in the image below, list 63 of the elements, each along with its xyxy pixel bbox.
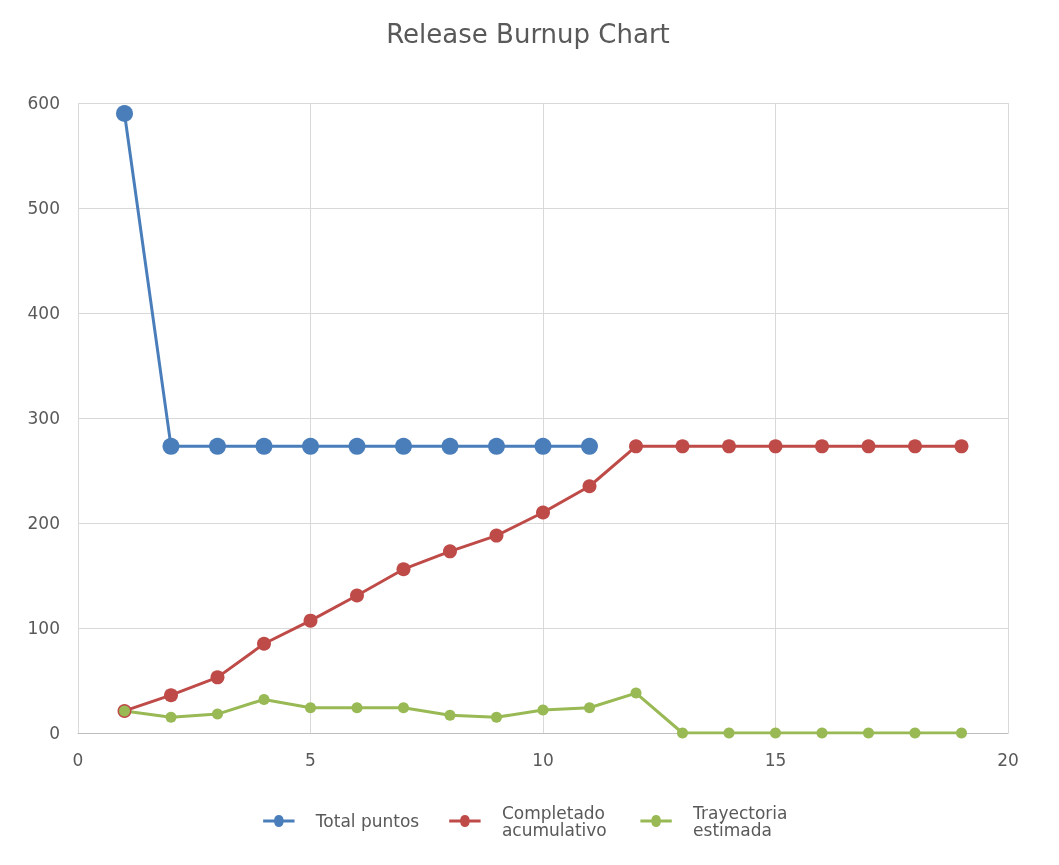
point bbox=[164, 688, 178, 703]
point bbox=[444, 709, 456, 721]
point bbox=[210, 670, 225, 685]
point bbox=[677, 727, 688, 739]
legend-label: Completado acumulativo bbox=[501, 802, 611, 840]
point bbox=[209, 437, 226, 455]
point bbox=[770, 727, 781, 739]
y-tick-label: 100 bbox=[27, 618, 60, 638]
point bbox=[816, 727, 828, 739]
y-tick-label: 600 bbox=[27, 93, 60, 113]
point bbox=[956, 727, 967, 739]
point bbox=[863, 727, 874, 739]
point bbox=[348, 437, 366, 455]
point bbox=[537, 704, 549, 716]
point bbox=[582, 479, 597, 494]
point bbox=[303, 613, 318, 628]
x-tick-label: 0 bbox=[72, 749, 84, 770]
point bbox=[581, 437, 598, 455]
point bbox=[861, 439, 876, 454]
point bbox=[116, 105, 133, 122]
x-tick-label: 15 bbox=[764, 749, 787, 770]
point bbox=[305, 702, 316, 714]
x-tick-label: 5 bbox=[305, 749, 316, 770]
point bbox=[395, 437, 412, 455]
point bbox=[443, 544, 457, 559]
point bbox=[908, 439, 922, 454]
y-tick-label: 200 bbox=[27, 513, 60, 533]
point bbox=[675, 439, 690, 454]
point bbox=[488, 437, 505, 455]
y-tick-label: 300 bbox=[27, 408, 60, 428]
x-tick-label: 10 bbox=[532, 749, 554, 770]
point bbox=[629, 439, 643, 454]
point bbox=[302, 437, 319, 455]
point bbox=[536, 505, 550, 520]
chart-title: Release Burnup Chart bbox=[386, 19, 670, 49]
y-tick-label: 0 bbox=[49, 723, 60, 743]
legend-label: Trayectoria estimada bbox=[692, 802, 793, 840]
point bbox=[954, 439, 969, 454]
point bbox=[584, 702, 595, 714]
x-tick-label: 20 bbox=[997, 749, 1019, 770]
point bbox=[257, 636, 271, 651]
point bbox=[768, 439, 783, 454]
point bbox=[441, 437, 459, 455]
point bbox=[350, 588, 364, 603]
point bbox=[534, 437, 552, 455]
point bbox=[396, 562, 411, 577]
point bbox=[630, 687, 642, 699]
point bbox=[351, 702, 363, 714]
y-tick-label: 400 bbox=[27, 303, 60, 323]
point bbox=[722, 439, 736, 454]
point bbox=[815, 439, 829, 454]
y-tick-label: 500 bbox=[27, 198, 60, 218]
point bbox=[398, 702, 409, 714]
point bbox=[489, 528, 504, 543]
point bbox=[212, 708, 223, 720]
point bbox=[165, 711, 177, 723]
point bbox=[909, 727, 921, 739]
point bbox=[255, 437, 273, 455]
point bbox=[723, 727, 735, 739]
point bbox=[258, 693, 270, 705]
point bbox=[491, 711, 502, 723]
point bbox=[162, 437, 180, 455]
legend-label: Total puntos bbox=[314, 811, 420, 831]
